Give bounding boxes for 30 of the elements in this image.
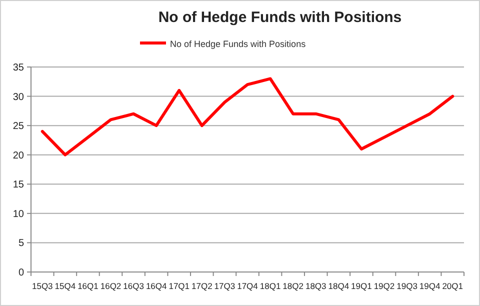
- y-tick-label: 15: [12, 180, 24, 191]
- x-tick-label: 19Q1: [351, 281, 372, 291]
- x-tick-label: 18Q3: [305, 281, 327, 291]
- x-tick-label: 18Q1: [260, 281, 281, 291]
- x-tick-label: 17Q1: [168, 281, 190, 291]
- x-tick-label: 16Q4: [146, 281, 168, 291]
- y-tick-label: 35: [12, 62, 24, 74]
- y-tick-label: 30: [12, 92, 24, 103]
- line-series: [40, 77, 454, 156]
- legend-label: No of Hedge Funds with Positions: [170, 39, 306, 49]
- x-tick-label: 16Q1: [78, 281, 99, 291]
- chart-title: No of Hedge Funds with Positions: [158, 9, 402, 26]
- y-tick-label: 5: [18, 238, 24, 250]
- x-tick-label: 18Q4: [328, 281, 350, 291]
- y-tick-label: 25: [12, 121, 24, 132]
- y-tick-label: 10: [12, 208, 24, 220]
- x-tick-label: 18Q2: [282, 281, 304, 291]
- x-tick-label: 16Q3: [123, 281, 144, 291]
- x-tick-label: 17Q3: [214, 281, 236, 291]
- x-tick-label: 17Q4: [237, 281, 258, 291]
- x-tick-label: 20Q1: [442, 281, 464, 291]
- y-tick-label: 0: [18, 268, 24, 278]
- x-tick-label: 15Q3: [32, 281, 54, 291]
- x-tick-label: 15Q4: [54, 281, 76, 291]
- x-tick-label: 17Q2: [192, 281, 213, 291]
- x-tick-label: 19Q4: [419, 281, 440, 291]
- y-tick-label: 20: [12, 150, 24, 162]
- x-tick-label: 16Q2: [100, 281, 122, 291]
- x-tick-label: 19Q2: [374, 281, 395, 291]
- x-tick-label: 19Q3: [396, 281, 418, 291]
